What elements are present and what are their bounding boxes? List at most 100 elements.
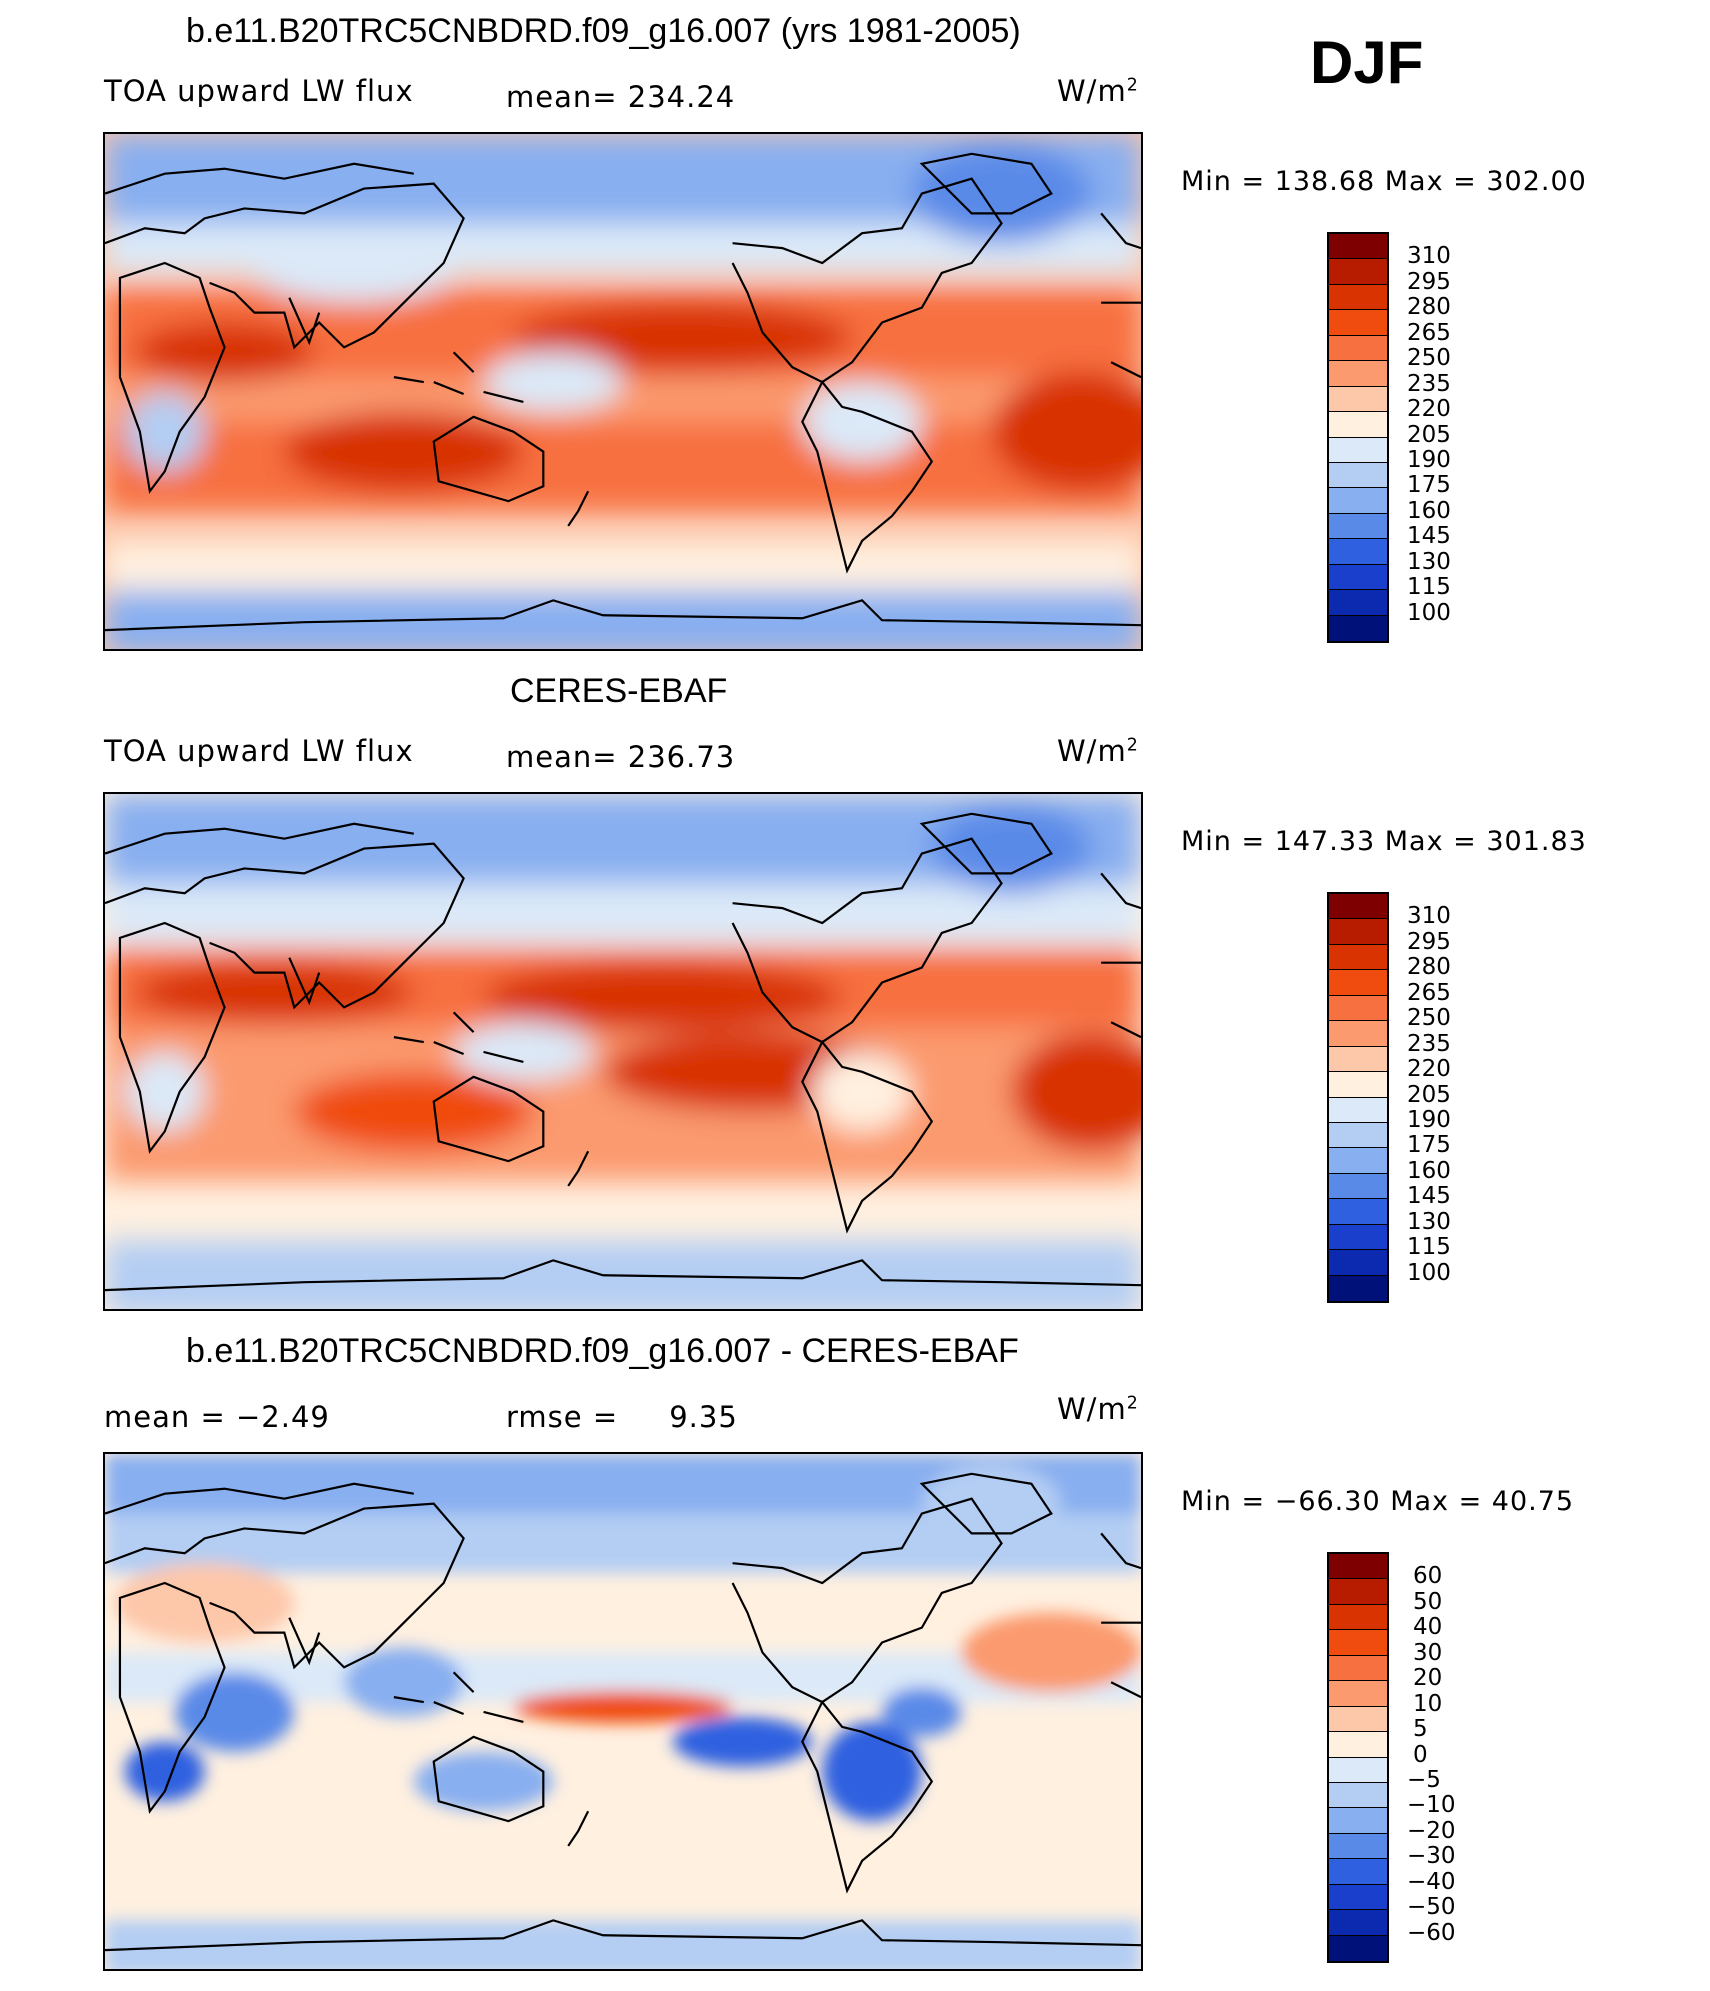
colorbar-tick-label: 235	[1407, 1030, 1451, 1057]
season-label: DJF	[1310, 29, 1424, 96]
colorbar-tick-label: 5	[1413, 1716, 1428, 1743]
panel2-map	[103, 792, 1143, 1311]
colorbar-tick-label: 145	[1407, 523, 1451, 550]
panel3-units: W/m2	[1057, 1392, 1139, 1426]
colorbar-swatch	[1329, 1910, 1387, 1936]
colorbar-swatch	[1329, 1732, 1387, 1758]
colorbar-swatch	[1329, 437, 1387, 463]
colorbar-swatch	[1329, 1046, 1387, 1073]
colorbar-swatch	[1329, 361, 1387, 387]
panel3-colorbar	[1327, 1552, 1389, 1963]
colorbar-tick-label: 60	[1413, 1563, 1443, 1590]
colorbar-tick-label: −40	[1407, 1868, 1456, 1895]
panel3-min-max: Min = −66.30 Max = 40.75	[1181, 1486, 1575, 1517]
colorbar-swatch	[1329, 919, 1387, 945]
colorbar-tick-label: 310	[1407, 243, 1451, 270]
colorbar-tick-label: 115	[1407, 574, 1451, 601]
colorbar-swatch	[1329, 259, 1387, 285]
colorbar-swatch	[1329, 1655, 1387, 1682]
colorbar-tick-label: 295	[1407, 928, 1451, 955]
colorbar-tick-label: 310	[1407, 903, 1451, 930]
colorbar-swatch	[1329, 590, 1387, 616]
colorbar-tick-label: 250	[1407, 345, 1451, 372]
colorbar-tick-label: 235	[1407, 370, 1451, 397]
panel3-map	[103, 1452, 1143, 1971]
colorbar-tick-label: 100	[1407, 1259, 1451, 1286]
colorbar-swatch	[1329, 488, 1387, 514]
colorbar-swatch	[1329, 1706, 1387, 1733]
panel1-colorbar	[1327, 232, 1389, 643]
colorbar-tick-label: 190	[1407, 1106, 1451, 1133]
colorbar-swatch	[1329, 1072, 1387, 1098]
colorbar-swatch	[1329, 1604, 1387, 1631]
colorbar-tick-label: 115	[1407, 1234, 1451, 1261]
colorbar-tick-label: −50	[1407, 1894, 1456, 1921]
panel1-title: b.e11.B20TRC5CNBDRD.f09_g16.007 (yrs 198…	[186, 12, 1021, 50]
colorbar-swatch	[1329, 1148, 1387, 1174]
panel2-variable-label: TOA upward LW flux	[104, 734, 414, 768]
colorbar-swatch	[1329, 944, 1387, 971]
colorbar-tick-label: 130	[1407, 1208, 1451, 1235]
colorbar-swatch	[1329, 894, 1387, 920]
colorbar-tick-label: 160	[1407, 1157, 1451, 1184]
panel3-mean: mean = −2.49	[104, 1400, 330, 1434]
colorbar-swatch	[1329, 1097, 1387, 1123]
colorbar-tick-label: 205	[1407, 1081, 1451, 1108]
colorbar-tick-label: −10	[1407, 1792, 1456, 1819]
colorbar-tick-label: 175	[1407, 1132, 1451, 1159]
colorbar-swatch	[1329, 1782, 1387, 1809]
colorbar-swatch	[1329, 1275, 1387, 1301]
colorbar-tick-label: −60	[1407, 1919, 1456, 1946]
colorbar-swatch	[1329, 564, 1387, 591]
panel1-units: W/m2	[1057, 74, 1139, 108]
colorbar-tick-label: 250	[1407, 1005, 1451, 1032]
colorbar-tick-label: −5	[1407, 1766, 1441, 1793]
panel2-map-svg	[105, 794, 1141, 1309]
colorbar-swatch	[1329, 1199, 1387, 1225]
colorbar-swatch	[1329, 539, 1387, 565]
colorbar-swatch	[1329, 995, 1387, 1022]
panel2-colorbar	[1327, 892, 1389, 1303]
colorbar-swatch	[1329, 1630, 1387, 1656]
panel2-min-max: Min = 147.33 Max = 301.83	[1181, 826, 1587, 857]
colorbar-swatch	[1329, 1808, 1387, 1834]
colorbar-swatch	[1329, 1833, 1387, 1860]
panel2-title: CERES-EBAF	[510, 672, 728, 710]
colorbar-swatch	[1329, 1021, 1387, 1047]
colorbar-tick-label: 265	[1407, 319, 1451, 346]
colorbar-swatch	[1329, 412, 1387, 438]
colorbar-tick-label: 220	[1407, 1056, 1451, 1083]
colorbar-swatch	[1329, 1935, 1387, 1961]
panel1-map	[103, 132, 1143, 651]
colorbar-tick-label: 30	[1413, 1639, 1443, 1666]
colorbar-swatch	[1329, 1554, 1387, 1580]
colorbar-swatch	[1329, 1579, 1387, 1605]
panel3-title: b.e11.B20TRC5CNBDRD.f09_g16.007 - CERES-…	[186, 1332, 1019, 1370]
colorbar-swatch	[1329, 1757, 1387, 1783]
colorbar-tick-label: 40	[1413, 1614, 1443, 1641]
colorbar-swatch	[1329, 234, 1387, 260]
panel1-mean: mean= 234.24	[506, 80, 736, 114]
panel2-mean: mean= 236.73	[506, 740, 736, 774]
colorbar-swatch	[1329, 1224, 1387, 1251]
panel1-map-svg	[105, 134, 1141, 649]
colorbar-swatch	[1329, 462, 1387, 489]
panel1-variable-label: TOA upward LW flux	[104, 74, 414, 108]
colorbar-tick-label: −30	[1407, 1843, 1456, 1870]
panel1-min-max: Min = 138.68 Max = 302.00	[1181, 166, 1587, 197]
colorbar-swatch	[1329, 1884, 1387, 1911]
colorbar-tick-label: 10	[1413, 1690, 1443, 1717]
colorbar-tick-label: 205	[1407, 421, 1451, 448]
colorbar-swatch	[1329, 310, 1387, 336]
colorbar-swatch	[1329, 1173, 1387, 1200]
colorbar-swatch	[1329, 335, 1387, 362]
colorbar-swatch	[1329, 284, 1387, 311]
colorbar-swatch	[1329, 615, 1387, 641]
colorbar-swatch	[1329, 1681, 1387, 1707]
colorbar-swatch	[1329, 1250, 1387, 1276]
colorbar-tick-label: 160	[1407, 497, 1451, 524]
colorbar-tick-label: 265	[1407, 979, 1451, 1006]
panel3-map-svg	[105, 1454, 1141, 1969]
colorbar-tick-label: 175	[1407, 472, 1451, 499]
colorbar-swatch	[1329, 970, 1387, 996]
